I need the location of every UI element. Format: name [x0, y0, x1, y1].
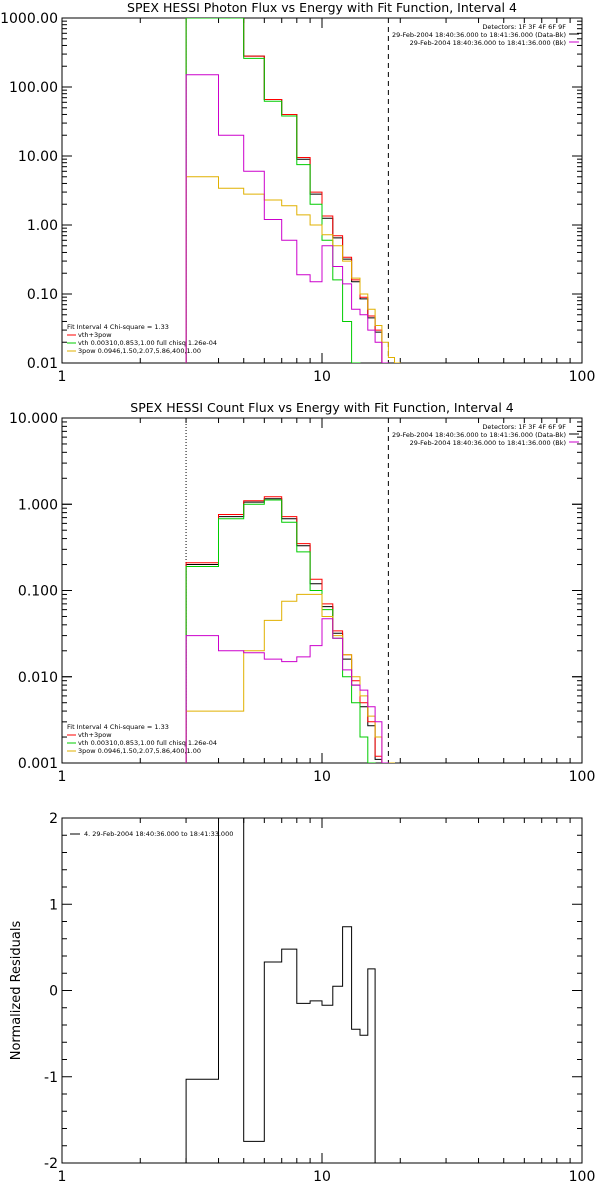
x-tick-label: 1: [58, 1169, 67, 1185]
header-line: 29-Feb-2004 18:40:36.000 to 18:41:36.000…: [392, 431, 566, 439]
y-tick-label: 0.100: [18, 584, 58, 600]
legend-text: 4. 29-Feb-2004 18:40:36.000 to 18:41:33.…: [84, 830, 233, 838]
plot-frame: [61, 817, 583, 1164]
y-tick-label: 0: [49, 984, 58, 1000]
x-tick-label: 100: [569, 1169, 596, 1185]
legend-text: vth 0.00310,0.853,1.00 full chisq 1.26e-…: [78, 739, 217, 747]
x-tick-label: 10: [313, 769, 331, 785]
series-line-data-bk: [185, 18, 389, 363]
series-line-vth: [185, 18, 361, 363]
y-tick-label: 10.00: [18, 149, 58, 165]
legend-text: Fit Interval 4 Chi-square = 1.33: [67, 723, 169, 731]
y-tick-label: 1.00: [27, 218, 58, 234]
series-line-vth: [185, 499, 376, 763]
header-line: 29-Feb-2004 18:40:36.000 to 18:41:36.000…: [410, 39, 566, 47]
series-line-4-29-feb-2004-18-40-36-000-to-18-41-33-000: [185, 818, 376, 1163]
plot-frame: [61, 17, 583, 364]
chart-title: SPEX HESSI Photon Flux vs Energy with Fi…: [127, 0, 517, 15]
header-line: Detectors: 1F 3F 4F 6F 9F: [482, 423, 566, 431]
x-tick-label: 1: [58, 769, 67, 785]
x-tick-label: 10: [313, 369, 331, 385]
header-line: 29-Feb-2004 18:40:36.000 to 18:41:36.000…: [410, 439, 566, 447]
y-tick-label: 0.010: [18, 670, 58, 686]
series-line-data-bk: [185, 498, 383, 763]
series-group: [185, 496, 395, 763]
series-line-3pow: [185, 593, 395, 763]
series-group: [185, 818, 376, 1163]
header-line: 29-Feb-2004 18:40:36.000 to 18:41:36.000…: [392, 31, 566, 39]
photon-flux-panel: SPEX HESSI Photon Flux vs Energy with Fi…: [0, 0, 595, 385]
legend-text: 3pow 0.0946,1.50,2.07,5.86,400,1.00: [78, 347, 201, 355]
legend-text: vth+3pow: [78, 331, 112, 339]
series-line-bk: [185, 618, 389, 763]
y-tick-label: 1000.00: [0, 11, 58, 27]
count-flux-panel: SPEX HESSI Count Flux vs Energy with Fit…: [9, 400, 595, 785]
series-line-vth-3pow: [185, 496, 383, 763]
legend-text: vth+3pow: [78, 731, 112, 739]
y-tick-label: -2: [44, 1156, 58, 1172]
series-group: [185, 18, 401, 363]
series-line-bk: [185, 74, 389, 363]
series-line-vth-3pow: [185, 18, 389, 363]
legend-text: Fit Interval 4 Chi-square = 1.33: [67, 323, 169, 331]
y-tick-label: 2: [49, 811, 58, 827]
x-tick-label: 100: [569, 369, 596, 385]
series-line-3pow: [185, 176, 401, 363]
y-axis-label: Normalized Residuals: [9, 921, 24, 1061]
y-tick-label: 0.01: [27, 356, 58, 372]
x-tick-label: 100: [569, 769, 596, 785]
y-tick-label: 100.00: [9, 80, 58, 96]
header-line: Detectors: 1F 3F 4F 6F 9F: [482, 23, 566, 31]
x-tick-label: 1: [58, 369, 67, 385]
legend-text: vth 0.00310,0.853,1.00 full chisq 1.26e-…: [78, 339, 217, 347]
y-tick-label: 0.001: [18, 756, 58, 772]
y-tick-label: 1.000: [18, 497, 58, 513]
x-tick-label: 10: [313, 1169, 331, 1185]
y-tick-label: -1: [44, 1070, 58, 1086]
chart-title: SPEX HESSI Count Flux vs Energy with Fit…: [130, 400, 513, 415]
y-tick-label: 1: [49, 897, 58, 913]
y-tick-label: 10.000: [9, 411, 58, 427]
y-tick-label: 0.10: [27, 287, 58, 303]
legend-text: 3pow 0.0946,1.50,2.07,5.86,400,1.00: [78, 747, 201, 755]
